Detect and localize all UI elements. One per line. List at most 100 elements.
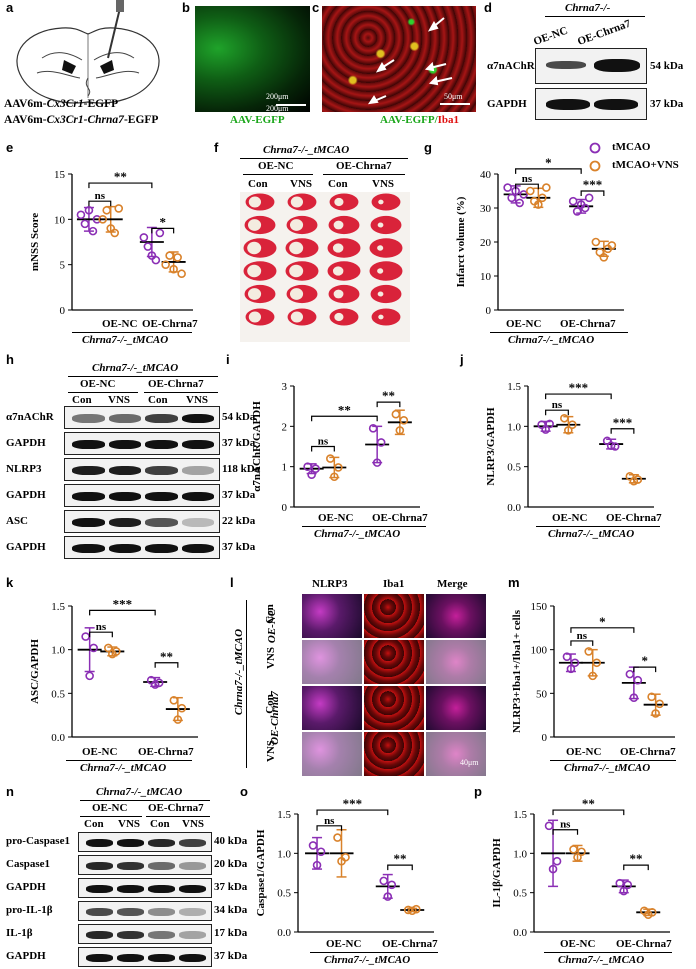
blot-band bbox=[108, 465, 141, 476]
data-point bbox=[143, 242, 153, 251]
y-tick-label: 0.5 bbox=[507, 462, 521, 474]
data-point bbox=[391, 409, 401, 419]
chart-k: 0.0 0.5 1.0 1.5 ASC/GAPDH *** ns ** bbox=[29, 596, 198, 744]
data-point bbox=[311, 464, 320, 473]
blot-band bbox=[148, 862, 175, 870]
vector-gene-2: Cx3Cr1-Chrna7 bbox=[46, 114, 124, 126]
blot-band bbox=[72, 491, 105, 502]
y-tick-label: 10 bbox=[54, 214, 66, 226]
rule-o bbox=[310, 952, 438, 953]
data-point bbox=[647, 908, 657, 917]
data-point bbox=[403, 905, 413, 915]
axis-g-g2: OE-Chrna7 bbox=[560, 318, 616, 330]
if-micrograph bbox=[302, 732, 362, 776]
y-axis-label: NLRP3+Iba1+/Iba1+ cells bbox=[511, 609, 523, 733]
infarct-area bbox=[289, 219, 304, 231]
legend-label-vns: tMCAO+VNS bbox=[612, 159, 679, 171]
col-d-2: OE-Chrna7 bbox=[576, 18, 632, 48]
infarct-area bbox=[378, 314, 384, 320]
blot-kda: 37 kDa bbox=[214, 950, 248, 962]
blot-label: pro-IL-1β bbox=[6, 904, 53, 916]
genotype-j: Chrna7-/-_tMCAO bbox=[548, 528, 635, 540]
blot-band bbox=[72, 465, 105, 476]
blot-kda: 40 kDa bbox=[214, 835, 248, 847]
chart-j: 0.0 0.5 1.0 1.5 NLRP3/GAPDH *** ns *** bbox=[485, 380, 654, 514]
blot-strip bbox=[64, 458, 220, 481]
significance-bracket bbox=[89, 631, 113, 638]
significance-bracket bbox=[88, 200, 112, 207]
col-n-3: VNS bbox=[182, 818, 205, 830]
blot-strip bbox=[64, 406, 220, 429]
data-point bbox=[80, 219, 90, 229]
y-tick-label: 1.5 bbox=[513, 809, 527, 821]
panel-label-n: n bbox=[6, 784, 14, 799]
infarct-area bbox=[333, 289, 344, 299]
scale-bar-c bbox=[440, 103, 470, 105]
blot-kda: 54 kDa bbox=[222, 410, 256, 423]
data-point bbox=[150, 680, 160, 689]
if-micrograph bbox=[302, 594, 362, 638]
data-point bbox=[139, 233, 149, 242]
row-l-1: VNS bbox=[265, 646, 278, 670]
data-point bbox=[625, 669, 635, 679]
if-micrograph bbox=[364, 594, 424, 638]
blot-strip bbox=[78, 878, 212, 898]
data-point bbox=[379, 876, 389, 886]
genotype-e: Chrna7-/-_tMCAO bbox=[82, 334, 169, 346]
if-micrograph bbox=[364, 686, 424, 730]
axis-p-g2: OE-Chrna7 bbox=[616, 938, 672, 950]
genotype-p: Chrna7-/-_tMCAO bbox=[558, 954, 645, 966]
data-point bbox=[572, 207, 582, 216]
data-point bbox=[395, 426, 405, 435]
significance-bracket bbox=[545, 393, 612, 400]
rule-f bbox=[240, 158, 408, 159]
data-point bbox=[169, 264, 178, 274]
significance-bracket bbox=[89, 609, 156, 616]
data-point bbox=[169, 696, 179, 705]
significance-bracket bbox=[515, 168, 582, 174]
caption-b: AAV-EGFP bbox=[230, 114, 285, 126]
data-point bbox=[564, 426, 573, 435]
data-point bbox=[560, 413, 569, 423]
y-tick-label: 15 bbox=[54, 169, 66, 181]
infarct-area bbox=[248, 196, 262, 208]
rule-k bbox=[66, 760, 192, 761]
blot-strip bbox=[78, 855, 212, 875]
col-n-2: Con bbox=[150, 818, 170, 830]
chart-o: 0.0 0.5 1.0 1.5 Caspase1/GAPDH *** ns ** bbox=[255, 796, 434, 939]
infarct-area bbox=[247, 241, 262, 255]
y-tick-label: 40 bbox=[480, 169, 492, 181]
data-point bbox=[341, 852, 350, 862]
data-point bbox=[526, 186, 535, 196]
data-point bbox=[542, 183, 551, 192]
data-point bbox=[568, 196, 578, 206]
panel-label-f: f bbox=[214, 140, 219, 155]
y-tick-label: 1.0 bbox=[277, 848, 291, 860]
panel-label-d: d bbox=[484, 0, 492, 15]
data-point bbox=[104, 643, 113, 653]
col-d-2-text: OE-Chrna7 bbox=[575, 17, 633, 48]
y-tick-label: 1.0 bbox=[513, 848, 527, 860]
blot-label: GAPDH bbox=[6, 540, 46, 553]
brain-slice bbox=[370, 215, 402, 235]
group-f-2: OE-Chrna7 bbox=[336, 160, 392, 172]
data-point bbox=[534, 200, 543, 209]
col-n-0: Con bbox=[84, 818, 104, 830]
significance-label: ** bbox=[160, 649, 173, 664]
blot-band bbox=[148, 885, 175, 893]
col-f-3: VNS bbox=[372, 178, 395, 190]
significance-label: ns bbox=[95, 190, 106, 202]
vector-prefix-2: AAV6m- bbox=[4, 114, 47, 126]
y-axis-label: ASC/GAPDH bbox=[29, 639, 41, 704]
data-point bbox=[368, 424, 378, 433]
data-point bbox=[538, 193, 547, 203]
axis-k-g2: OE-Chrna7 bbox=[138, 746, 194, 758]
data-point bbox=[584, 647, 594, 656]
if-micrograph bbox=[302, 640, 362, 684]
axis-g-g1: OE-NC bbox=[506, 318, 542, 330]
significance-bracket bbox=[545, 409, 569, 416]
panel-label-k: k bbox=[6, 575, 14, 590]
data-point bbox=[655, 699, 664, 709]
infarct-area bbox=[377, 291, 384, 297]
significance-bracket bbox=[610, 428, 635, 434]
